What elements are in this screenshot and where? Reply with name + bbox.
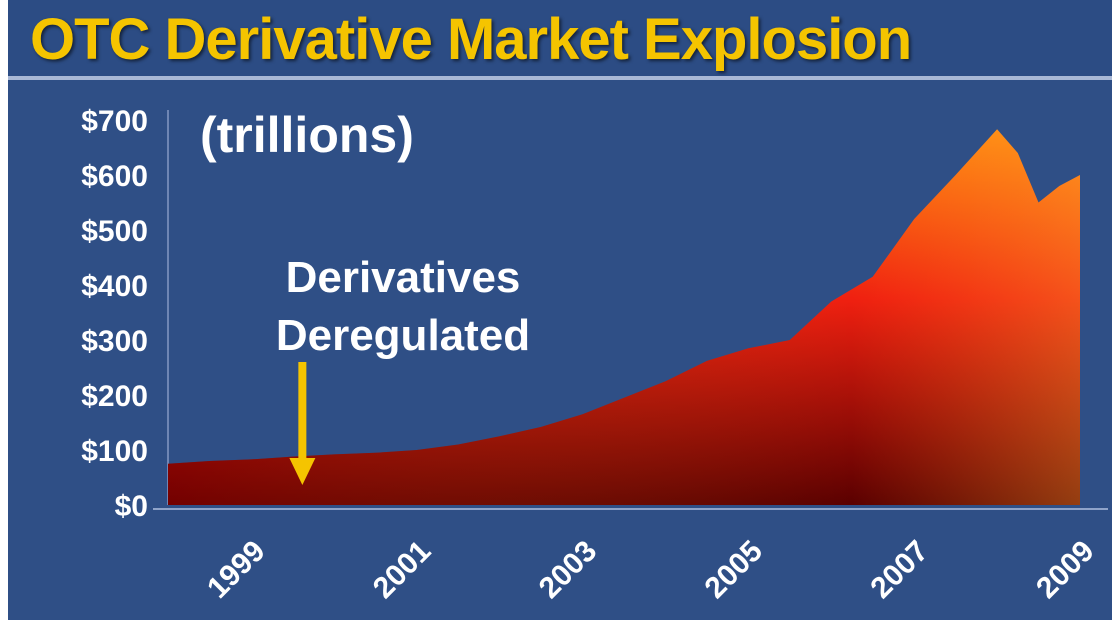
x-tick-label: 1999 [201,534,272,605]
x-tick-label: 2009 [1030,534,1101,605]
plot-area [168,129,1080,506]
annotation-line: Deregulated [276,311,530,360]
title-bar: OTC Derivative Market Explosion [8,0,1112,76]
y-tick-label: $300 [81,325,148,358]
chart-svg: $700 $600 $500 $400 $300 $200 $100 $0 1999 2001 2… [81,105,1108,605]
y-tick-label: $400 [81,270,148,303]
annotation-line: Derivatives [286,253,521,302]
x-tick-label: 2003 [533,534,604,605]
x-axis: 1999 2001 2003 2005 2007 2009 [153,508,1108,605]
y-tick-label: $500 [81,215,148,248]
annotation: Derivatives Deregulated [276,253,530,485]
chart-title: OTC Derivative Market Explosion [30,7,912,72]
y-tick-label: $100 [81,435,148,468]
y-tick-label: $0 [115,490,148,523]
y-tick-label: $600 [81,160,148,193]
chart-subtitle: (trillions) [200,107,414,163]
x-tick-label: 2007 [864,534,935,605]
y-tick-label: $700 [81,105,148,138]
y-tick-label: $200 [81,380,148,413]
title-divider [8,76,1112,80]
x-tick-label: 2005 [699,534,770,605]
slide: OTC Derivative Market Explosion $700 $600… [8,0,1112,620]
annotation-arrow [289,362,316,485]
x-tick-label: 2001 [367,534,438,605]
area-series-shading [168,129,1080,506]
y-axis: $700 $600 $500 $400 $300 $200 $100 $0 [81,105,169,523]
